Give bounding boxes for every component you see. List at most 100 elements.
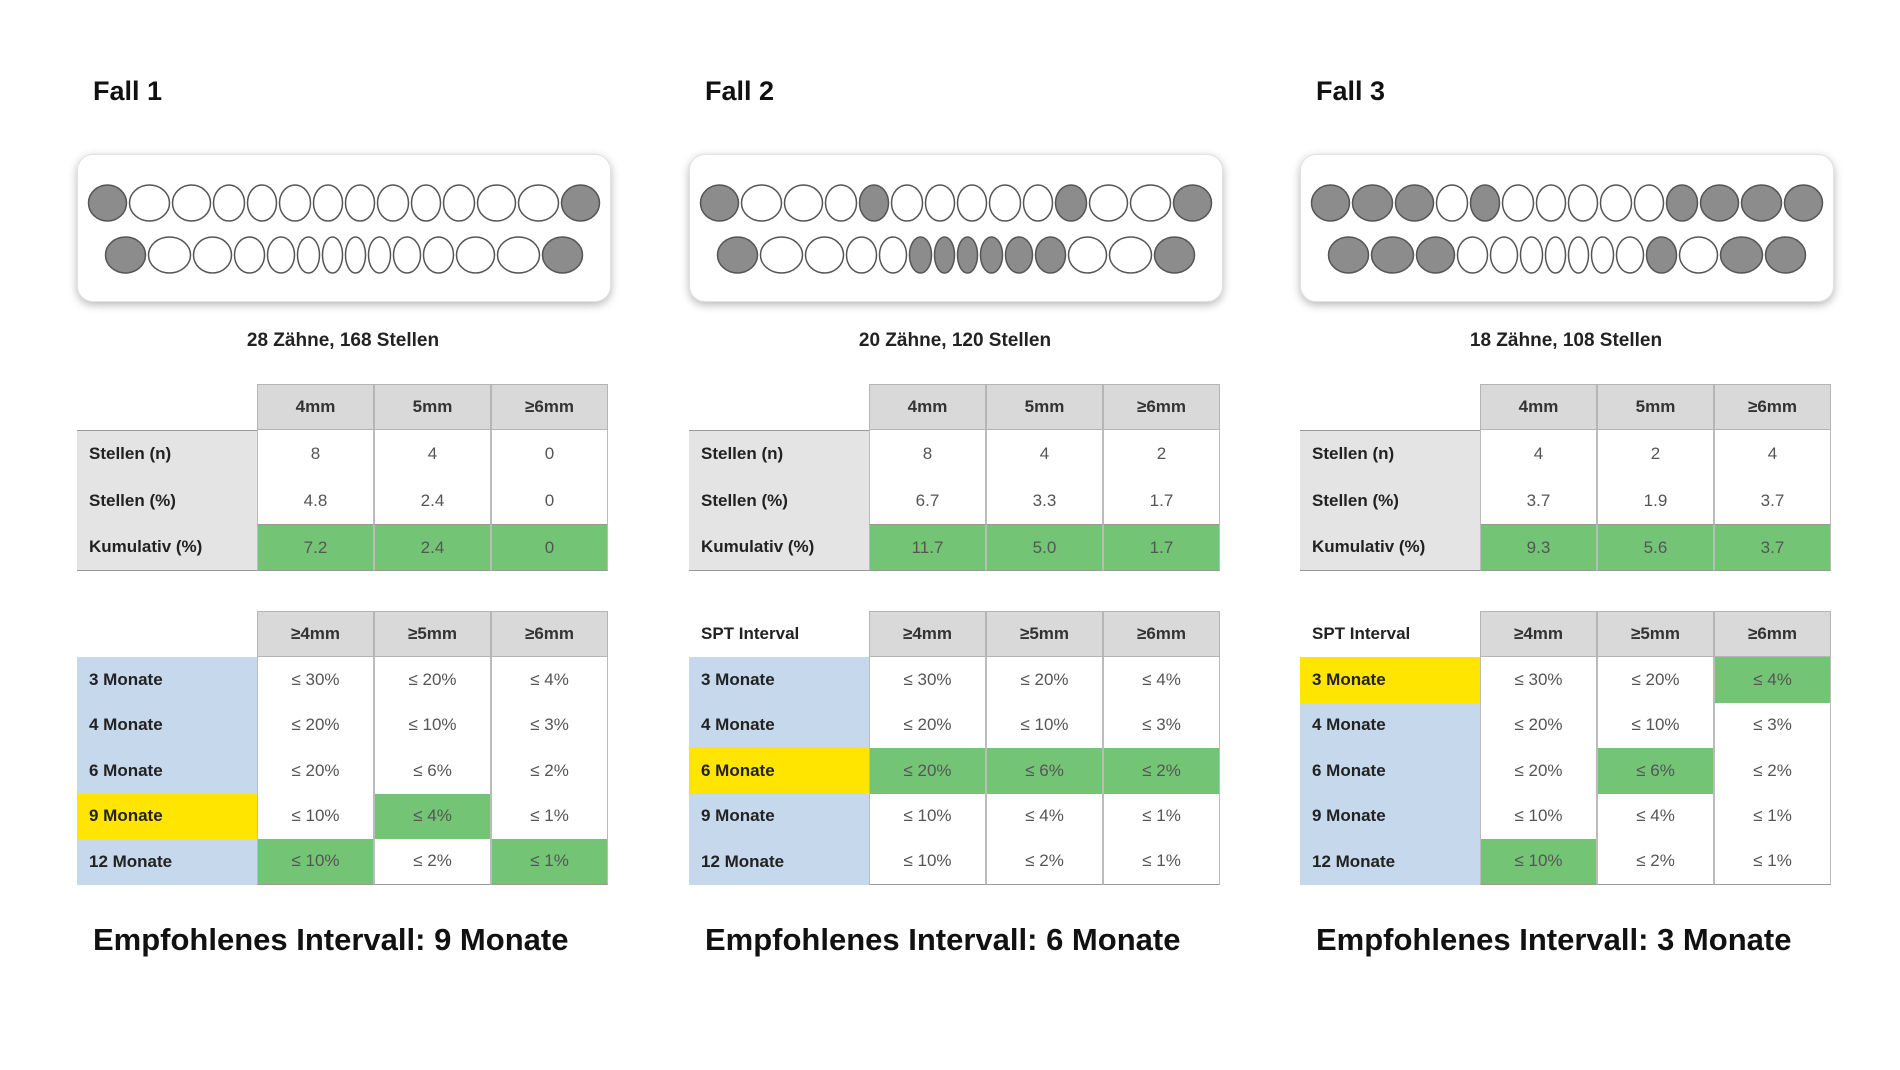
tooth	[908, 236, 933, 274]
threshold-cell: ≤ 3%	[1103, 702, 1220, 748]
value-cell: 2.4	[374, 524, 491, 571]
recommendation: Empfohlenes Intervall: 3 Monate	[1316, 922, 1792, 957]
threshold-cell: ≤ 20%	[986, 657, 1103, 703]
threshold-cell: ≤ 2%	[374, 839, 491, 885]
tooth	[878, 236, 908, 274]
tooth	[1415, 236, 1456, 274]
tooth	[1004, 236, 1034, 274]
threshold-cell: ≤ 10%	[1480, 793, 1597, 839]
column-header: ≥5mm	[374, 611, 491, 657]
column-header: ≥4mm	[257, 611, 374, 657]
tooth	[87, 184, 128, 222]
tooth	[266, 236, 296, 274]
tooth	[476, 184, 517, 222]
threshold-cell: ≤ 4%	[1103, 657, 1220, 703]
tooth	[1599, 184, 1633, 222]
tooth	[1172, 184, 1213, 222]
tooth	[1394, 184, 1435, 222]
tooth	[344, 184, 376, 222]
recommendation: Empfohlenes Intervall: 9 Monate	[93, 922, 569, 957]
column-header: 4mm	[869, 384, 986, 430]
tooth	[1519, 236, 1544, 274]
threshold-cell: ≤ 30%	[869, 657, 986, 703]
value-cell: 2.4	[374, 477, 491, 524]
value-cell: 0	[491, 477, 608, 524]
interval-label: 12 Monate	[689, 839, 869, 885]
interval-label: 9 Monate	[1300, 793, 1480, 839]
tooth	[956, 184, 988, 222]
value-cell: 6.7	[869, 477, 986, 524]
interval-label: 6 Monate	[1300, 748, 1480, 794]
threshold-cell: ≤ 10%	[869, 793, 986, 839]
threshold-cell: ≤ 1%	[1714, 793, 1831, 839]
summary: 28 Zähne, 168 Stellen	[246, 330, 440, 351]
teeth	[1310, 184, 1824, 274]
tooth	[1783, 184, 1824, 222]
interval-label: 4 Monate	[1300, 702, 1480, 748]
interval-label: 6 Monate	[77, 748, 257, 794]
row-label: Stellen (%)	[689, 477, 869, 524]
tooth	[1590, 236, 1615, 274]
tooth	[1665, 184, 1699, 222]
column-header: 5mm	[986, 384, 1103, 430]
threshold-cell: ≤ 10%	[986, 702, 1103, 748]
tooth	[171, 184, 212, 222]
column-header: 5mm	[374, 384, 491, 430]
tooth	[988, 184, 1022, 222]
corner-label: SPT Interval	[1312, 624, 1411, 643]
interval-label: 9 Monate	[77, 793, 257, 839]
column-header: ≥4mm	[1480, 611, 1597, 657]
value-cell: 3.7	[1714, 524, 1831, 571]
row-label: Stellen (%)	[1300, 477, 1480, 524]
value-cell: 8	[257, 430, 374, 477]
threshold-cell: ≤ 6%	[374, 748, 491, 794]
threshold-cell: ≤ 1%	[491, 793, 608, 839]
threshold-cell: ≤ 10%	[374, 702, 491, 748]
tooth	[560, 184, 601, 222]
row-label: Stellen (%)	[77, 477, 257, 524]
threshold-cell: ≤ 20%	[869, 748, 986, 794]
tooth	[1615, 236, 1645, 274]
column-header: ≥4mm	[869, 611, 986, 657]
tooth	[824, 184, 858, 222]
tooth	[1456, 236, 1489, 274]
threshold-cell: ≤ 20%	[1597, 657, 1714, 703]
case-title: Fall 1	[93, 76, 163, 106]
value-cell: 1.7	[1103, 477, 1220, 524]
tooth	[716, 236, 759, 274]
tooth	[1699, 184, 1740, 222]
tooth	[1351, 184, 1394, 222]
tooth	[1764, 236, 1807, 274]
tooth	[1469, 184, 1501, 222]
tooth	[192, 236, 233, 274]
value-cell: 3.3	[986, 477, 1103, 524]
value-cell: 11.7	[869, 524, 986, 571]
tooth	[1719, 236, 1764, 274]
threshold-cell: ≤ 20%	[869, 702, 986, 748]
tooth	[442, 184, 476, 222]
threshold-cell: ≤ 10%	[257, 793, 374, 839]
tooth	[740, 184, 783, 222]
value-cell: 3.7	[1714, 477, 1831, 524]
summary: 20 Zähne, 120 Stellen	[858, 330, 1052, 351]
value-cell: 9.3	[1480, 524, 1597, 571]
value-cell: 5.6	[1597, 524, 1714, 571]
column-header: ≥6mm	[491, 384, 608, 430]
threshold-cell: ≤ 4%	[1714, 657, 1831, 703]
interval-label: 4 Monate	[689, 702, 869, 748]
tooth	[296, 236, 321, 274]
tooth	[956, 236, 979, 274]
value-cell: 4	[1714, 430, 1831, 477]
tooth	[699, 184, 740, 222]
threshold-cell: ≤ 2%	[1714, 748, 1831, 794]
tooth	[933, 236, 956, 274]
threshold-cell: ≤ 30%	[1480, 657, 1597, 703]
teeth	[699, 184, 1213, 274]
tooth	[212, 184, 246, 222]
threshold-cell: ≤ 4%	[986, 793, 1103, 839]
threshold-cell: ≤ 20%	[374, 657, 491, 703]
column-header: 4mm	[1480, 384, 1597, 430]
tooth	[1740, 184, 1783, 222]
tooth	[979, 236, 1004, 274]
